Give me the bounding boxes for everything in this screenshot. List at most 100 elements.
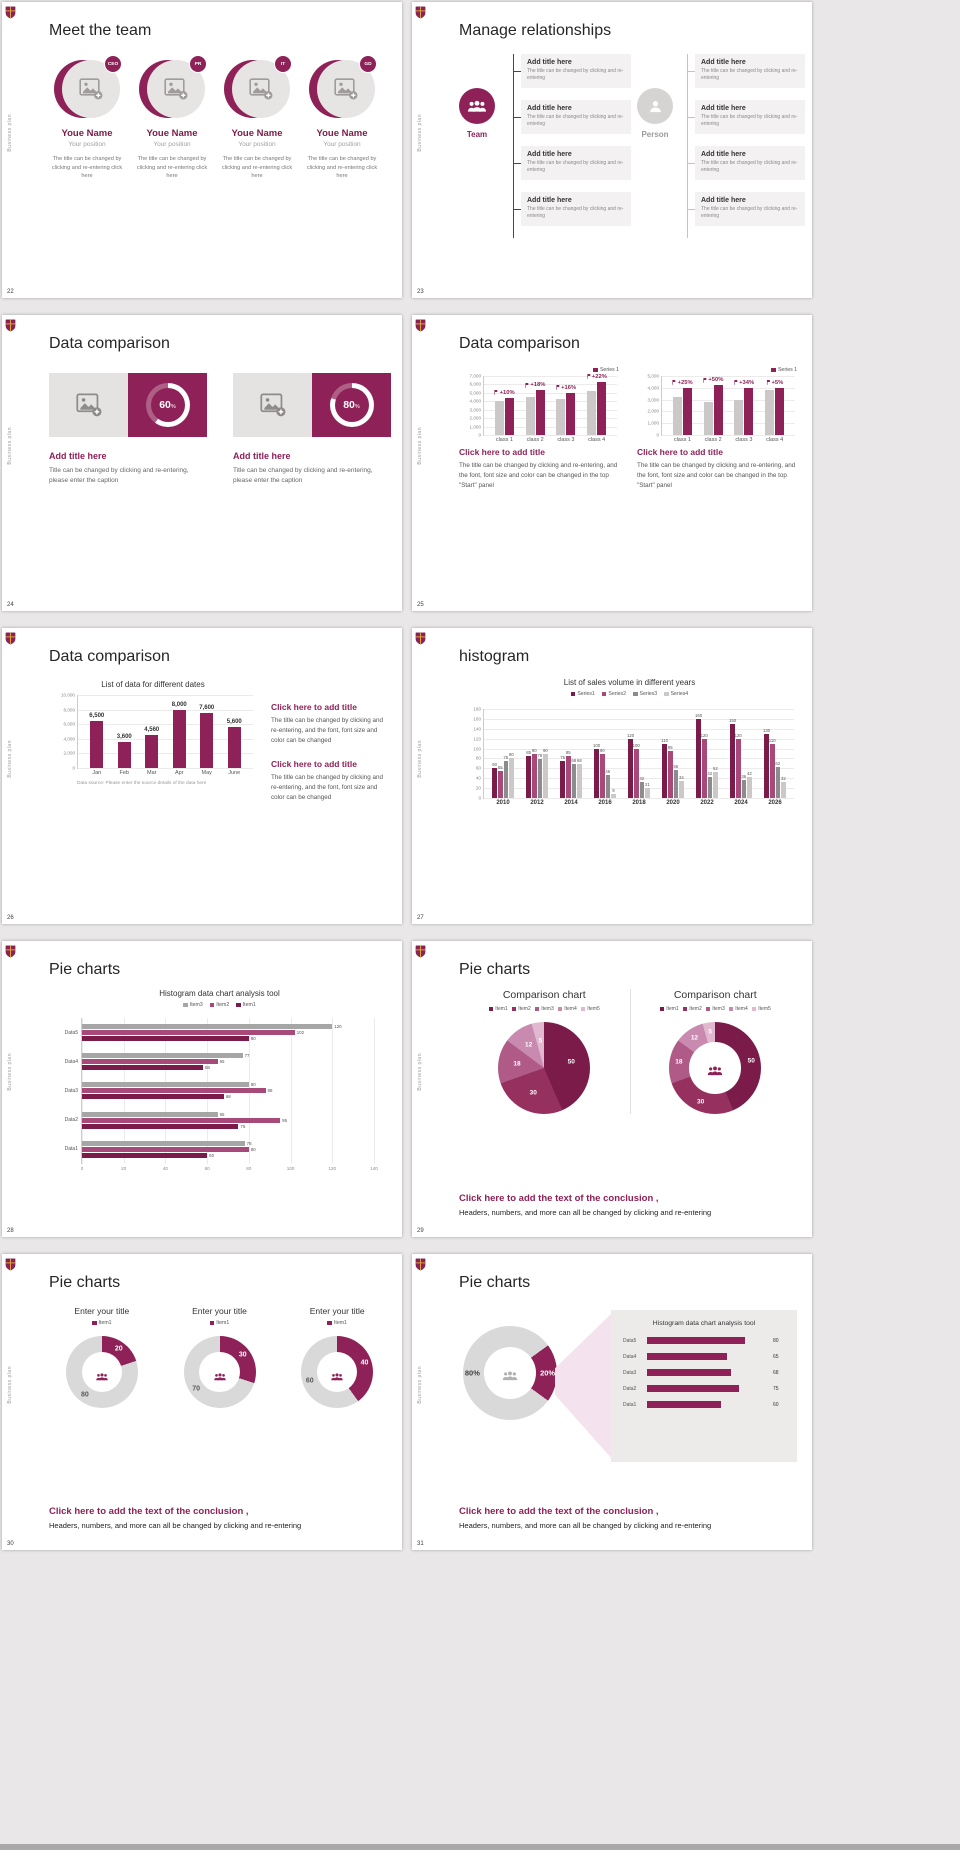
card-description: Title can be changed by clicking and re-… [233,467,373,485]
conclusion-body: Headers, numbers, and more can all be ch… [459,1208,712,1217]
slide-sidebar: Business plan [2,1254,19,1550]
slide-sidebar: Business plan [2,628,19,924]
slide-sidebar: Business plan [412,1254,429,1550]
chart-legend: Item1 [284,1320,390,1326]
item-title: Add title here [701,197,746,204]
team-label: Team [466,130,488,139]
relationship-item: Add title here The title can be changed … [687,192,805,226]
relationship-item: Add title here The title can be changed … [687,146,805,180]
member-name: Youe Name [61,128,113,139]
item-title: Add title here [527,151,572,158]
percent-sign: % [170,403,176,410]
donut-chart: 50 30 18 12 5 [669,1022,762,1114]
relationship-item: Add title here The title can be changed … [687,100,805,134]
slide-title: Manage relationships [459,22,612,39]
item-title: Add title here [701,151,746,158]
role-badge: IT [274,55,292,73]
item-description: The title can be changed by clicking and… [701,206,798,219]
crest-logo-icon [5,1258,16,1271]
block-title: Click here to add title [459,447,545,457]
slide-28-pie-charts[interactable]: Business plan Pie charts Histogram data … [2,941,402,1237]
slide-sidebar: Business plan [412,2,429,298]
pie-panel-layout: 20% 80% Histogram data chart analysis too… [459,1300,800,1470]
progress-ring: 80% [329,383,374,427]
item-description: The title can be changed by clicking and… [701,68,798,81]
chart-column: List of data for different dates 10,000 8… [49,680,257,817]
slide-sidebar: Business plan [412,941,429,1237]
data-card: 60% Add title here Title can be changed … [49,373,207,487]
person-circle [637,88,673,124]
block-title: Click here to add title [271,759,357,770]
item-description: The title can be changed by clicking and… [701,114,798,127]
slide-29-pie-charts[interactable]: Business plan Pie charts Comparison char… [412,941,812,1237]
relationship-item: Add title here The title can be changed … [687,54,805,88]
page-number: 27 [417,915,424,921]
card-title: Add title here [49,451,107,461]
team-member: IT Youe Name Your position The title can… [219,55,295,181]
bar-chart-block: Series 1 7,000 6,000 5,000 4,000 3,000 2,000 1… [459,367,619,490]
people-icon [213,1368,226,1380]
crest-logo-icon [415,632,426,645]
team-row: CEO Youe Name Your position The title ca… [49,55,390,181]
donut-chart: 20% 80% [463,1326,557,1420]
slide-title: Data comparison [49,648,170,665]
crest-logo-icon [5,632,16,645]
slide-title: Pie charts [49,961,121,978]
slide-title: histogram [459,648,530,665]
conclusion-title: Click here to add the text of the conclu… [459,1506,659,1517]
block-body: The title can be changed by clicking and… [271,774,384,801]
slide-23-manage-relationships[interactable]: Business plan Manage relationships Team … [412,2,812,298]
slide-title: Pie charts [49,1274,121,1291]
sidebar-vertical-label: Business plan [417,114,423,153]
callout-beam [555,1312,613,1460]
sidebar-vertical-label: Business plan [417,427,423,466]
chart-legend: Item1 [167,1320,273,1326]
people-icon [502,1368,518,1381]
item-description: The title can be changed by clicking and… [701,160,798,173]
slide-31-pie-charts[interactable]: Business plan Pie charts 20% 80% Histogra… [412,1254,812,1550]
slide-sidebar: Business plan [2,315,19,611]
sidebar-vertical-label: Business plan [417,1053,423,1092]
card-title: Add title here [233,451,291,461]
chart-block: Histogram data chart analysis tool Item3… [49,989,390,1171]
data-source-note: Data source: Please enter the source det… [77,781,207,786]
crest-logo-icon [5,945,16,958]
person-items-column: Add title here The title can be changed … [687,54,805,238]
slide-27-histogram[interactable]: Business plan histogram List of sales vo… [412,628,812,924]
pie-chart: 50 30 18 12 5 [498,1022,591,1114]
page-number: 23 [417,289,424,295]
horizontal-bar-chart: 0 20 40 60 80 100 120 140 Data5 120 102 80 Data4 77 65… [49,1018,390,1171]
image-placeholder-icon [164,78,188,100]
slide-title: Meet the team [49,22,152,39]
member-description: The title can be changed by clicking and… [136,156,208,180]
image-placeholder-icon [79,78,103,100]
page-number: 22 [7,289,14,295]
chart-legend: Series 1 [459,367,619,373]
sidebar-vertical-label: Business plan [7,114,13,153]
person-icon [648,99,663,114]
chart-title: Histogram data chart analysis tool [159,989,280,998]
sidebar-vertical-label: Business plan [7,1366,13,1405]
column-chart: 7,000 6,000 5,000 4,000 3,000 2,000 1,000 0 +10%… [459,374,619,443]
relationship-item: Add title here The title can be changed … [513,54,631,88]
sidebar-vertical-label: Business plan [7,427,13,466]
slide-title: Data comparison [459,335,580,352]
block-title: Click here to add title [271,702,357,712]
member-position: Your position [323,141,361,148]
slide-30-pie-charts[interactable]: Business plan Pie charts Enter your titl… [2,1254,402,1550]
chart-title: List of sales volume in different years [563,678,696,687]
progress-value: 60 [159,399,171,411]
slide-25-data-comparison[interactable]: Business plan Data comparison Series 1 7… [412,315,812,611]
chart-title: Comparison chart [673,989,757,1001]
donut-chart: 20 80 [65,1336,138,1408]
image-placeholder-icon [259,393,286,417]
chart-title: Enter your title [74,1306,130,1316]
slide-26-data-comparison[interactable]: Business plan Data comparison List of da… [2,628,402,924]
slide-22-meet-the-team[interactable]: Business plan Meet the team CEO Youe Nam… [2,2,402,298]
item-title: Add title here [701,105,746,112]
avatar: CEO [54,55,122,120]
slide-24-data-comparison[interactable]: Business plan Data comparison 60% Add ti… [2,315,402,611]
page-number: 26 [7,915,14,921]
column-chart: 5,000 4,000 3,000 2,000 1,000 0 +25% class 1 +50… [637,374,797,443]
conclusion-block: Click here to add the text of the conclu… [49,1506,386,1530]
